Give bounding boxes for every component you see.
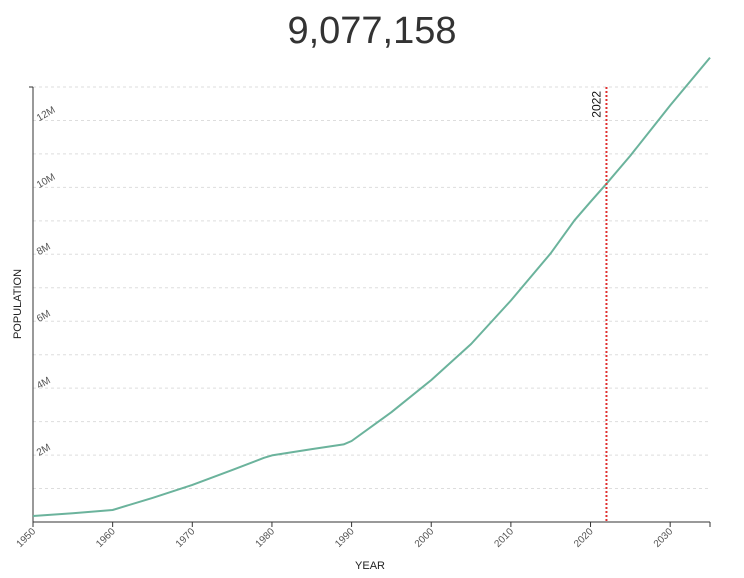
population-series-line: [32, 56, 711, 517]
y-tick: 2M: [35, 442, 53, 458]
x-tick-label: 2000: [413, 526, 437, 550]
x-tick: 2000: [413, 522, 437, 550]
series-group: [32, 56, 711, 517]
y-tick: 10M: [35, 172, 57, 191]
y-tick: 6M: [35, 308, 53, 324]
x-tick: 1950: [15, 522, 39, 550]
x-tick-label: 2020: [572, 526, 596, 550]
y-tick-label: 6M: [35, 308, 53, 324]
marker-label: 2022: [589, 91, 603, 118]
x-tick: 2030: [652, 522, 676, 550]
y-axis-label: POPULATION: [12, 269, 24, 339]
y-tick: 8M: [35, 241, 53, 257]
y-axis-ticks: 2M 4M 6M 8M 10M 12M: [35, 105, 57, 459]
y-tick-label: 4M: [35, 375, 53, 391]
x-tick-label: 1950: [15, 526, 39, 550]
x-axis-label: YEAR: [355, 560, 385, 572]
x-tick: 1980: [254, 522, 278, 550]
x-tick-label: 1970: [174, 526, 198, 550]
y-tick-label: 8M: [35, 241, 53, 257]
axes: [29, 86, 711, 527]
y-tick: 4M: [35, 375, 53, 391]
grid-lines: [33, 86, 710, 490]
x-tick: 2010: [492, 522, 516, 550]
x-tick-label: 2010: [492, 526, 516, 550]
x-tick-label: 2030: [652, 526, 676, 550]
y-tick-label: 12M: [35, 105, 57, 124]
x-tick: 1960: [94, 522, 118, 550]
y-tick: 12M: [35, 105, 57, 124]
x-tick: 1990: [333, 522, 357, 550]
x-tick: 2020: [572, 522, 596, 550]
x-tick-label: 1980: [254, 526, 278, 550]
x-tick: 1970: [174, 522, 198, 550]
x-tick-label: 1990: [333, 526, 357, 550]
year-marker: 2022: [589, 87, 608, 522]
y-tick-label: 2M: [35, 442, 53, 458]
y-tick-label: 10M: [35, 172, 57, 191]
x-axis-ticks: 1950 1960 1970 1980 1990 2000 2010 2020 2030: [15, 522, 676, 550]
headline-value: 9,077,158: [287, 10, 457, 52]
x-tick-label: 1960: [94, 526, 118, 550]
